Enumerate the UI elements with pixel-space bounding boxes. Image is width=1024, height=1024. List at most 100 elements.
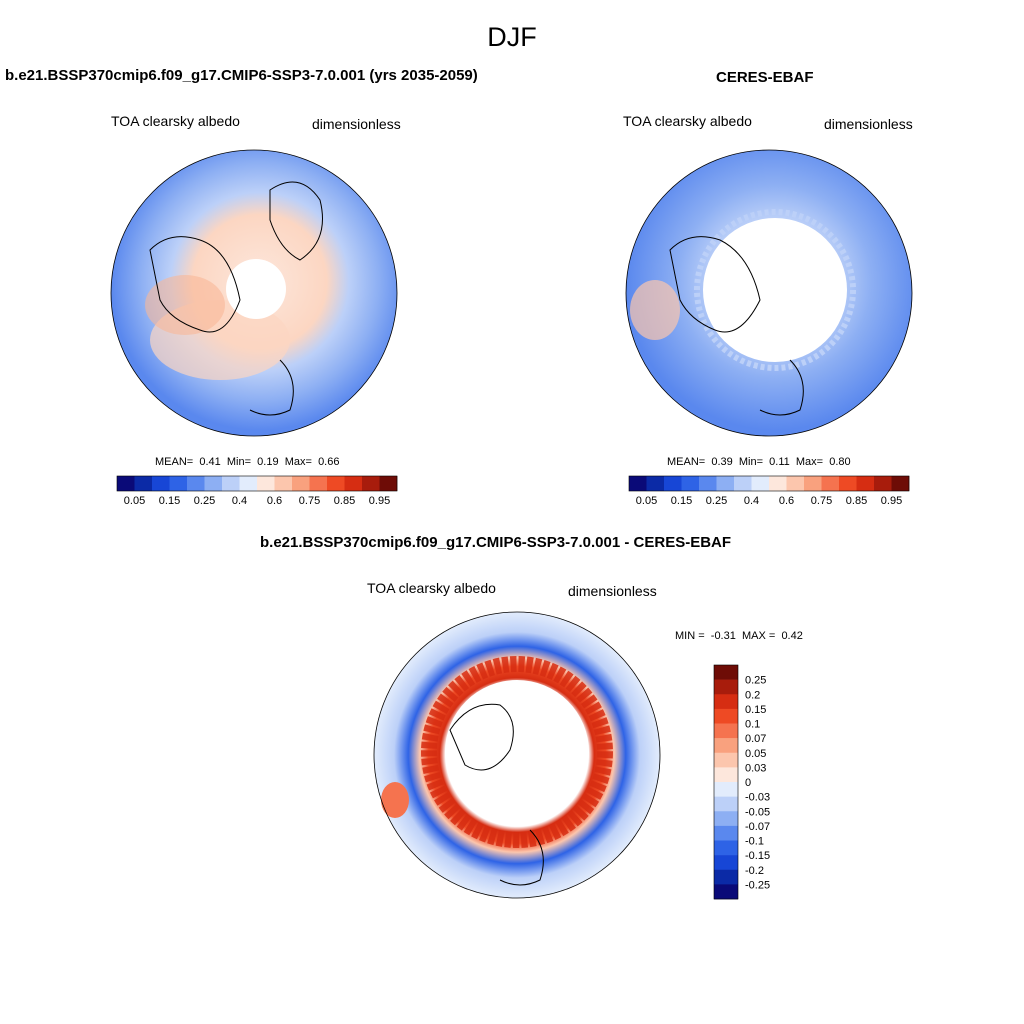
panel3-map-border <box>373 611 661 899</box>
panel1-title: b.e21.BSSP370cmip6.f09_g17.CMIP6-SSP3-7.… <box>5 67 478 84</box>
panel1-map-border <box>110 149 398 437</box>
colorbar-swatch <box>117 476 135 491</box>
panel1-colorbar: 0.05 0.15 0.25 0.4 0.6 0.75 0.85 0.95 <box>116 475 398 507</box>
panel2-title: CERES-EBAF <box>716 69 814 86</box>
panel3-polar-gap <box>445 680 589 824</box>
colorbar-tick-label: -0.1 <box>745 836 764 848</box>
colorbar-swatch <box>629 476 647 491</box>
colorbar-swatch <box>716 476 735 491</box>
colorbar-tick-label: -0.2 <box>745 865 764 877</box>
panel1-field-patch <box>145 275 225 335</box>
colorbar-swatch <box>204 476 223 491</box>
panel2-polar-gap <box>703 218 847 362</box>
colorbar-tick-label: 0.25 <box>194 495 215 507</box>
colorbar-swatch <box>714 723 738 739</box>
panel3-stats: MIN = -0.31 MAX = 0.42 <box>675 630 803 642</box>
panel2-stats: MEAN= 0.39 Min= 0.11 Max= 0.80 <box>667 456 851 468</box>
panel2-variable: TOA clearsky albedo <box>623 113 752 129</box>
colorbar-swatch <box>239 476 258 491</box>
colorbar-swatch <box>714 884 738 900</box>
colorbar-swatch <box>344 476 363 491</box>
colorbar-swatch <box>714 738 738 754</box>
colorbar-tick-label: 0.95 <box>369 495 390 507</box>
colorbar-swatch <box>714 752 738 768</box>
panel2-colorbar: 0.05 0.15 0.25 0.4 0.6 0.75 0.85 0.95 <box>628 475 910 507</box>
panel3-field-patch <box>381 782 409 818</box>
colorbar-swatch <box>257 476 275 491</box>
colorbar-tick-label: -0.03 <box>745 792 770 804</box>
panel1-variable: TOA clearsky albedo <box>111 113 240 129</box>
panel2-units: dimensionless <box>824 116 913 132</box>
panel1-coastline <box>249 359 294 416</box>
colorbar-tick-label: 0.4 <box>744 495 759 507</box>
panel1-stats: MEAN= 0.41 Min= 0.19 Max= 0.66 <box>155 456 340 468</box>
colorbar-swatch <box>292 476 310 491</box>
colorbar-tick-label: 0.2 <box>745 689 760 701</box>
colorbar-tick-label: 0.15 <box>745 704 766 716</box>
colorbar-swatch <box>222 476 240 491</box>
colorbar-swatch <box>379 476 398 491</box>
colorbar-swatch <box>734 476 752 491</box>
colorbar-swatch <box>769 476 787 491</box>
colorbar-frame <box>713 664 739 900</box>
colorbar-swatch <box>856 476 875 491</box>
panel2-map-border <box>625 149 913 437</box>
panel2-map <box>625 149 913 437</box>
colorbar-swatch <box>681 476 700 491</box>
colorbar-tick-label: 0 <box>745 777 751 789</box>
colorbar-tick-label: 0.25 <box>706 495 727 507</box>
colorbar-swatch <box>874 476 892 491</box>
colorbar-tick-label: 0.15 <box>671 495 692 507</box>
colorbar-swatch <box>274 476 293 491</box>
colorbar-tick-label: 0.03 <box>745 762 766 774</box>
colorbar-tick-label: 0.25 <box>745 675 766 687</box>
colorbar-tick-label: -0.25 <box>745 879 770 891</box>
colorbar-tick-label: -0.15 <box>745 850 770 862</box>
colorbar-swatch <box>714 679 738 695</box>
colorbar-tick-label: 0.6 <box>779 495 794 507</box>
panel2-field-patch <box>630 280 680 340</box>
colorbar-swatch <box>169 476 188 491</box>
panel3-variable: TOA clearsky albedo <box>367 580 496 596</box>
panel2-coastline <box>669 236 761 333</box>
colorbar-swatch <box>839 476 857 491</box>
colorbar-swatch <box>714 796 738 812</box>
colorbar-swatch <box>714 869 738 885</box>
colorbar-tick-label: 0.15 <box>159 495 180 507</box>
panel3-units: dimensionless <box>568 583 657 599</box>
panel3-title: b.e21.BSSP370cmip6.f09_g17.CMIP6-SSP3-7.… <box>260 534 732 551</box>
panel2-coastline <box>759 359 804 416</box>
colorbar-tick-label: 0.05 <box>745 748 766 760</box>
colorbar-tick-label: 0.1 <box>745 719 760 731</box>
colorbar-tick-label: -0.07 <box>745 821 770 833</box>
panel3-coastline <box>499 829 544 886</box>
colorbar-swatch <box>714 767 738 783</box>
colorbar-swatch <box>664 476 682 491</box>
colorbar-swatch <box>714 665 738 680</box>
colorbar-tick-label: 0.75 <box>299 495 320 507</box>
colorbar-swatch <box>327 476 345 491</box>
colorbar-swatch <box>714 855 738 871</box>
colorbar-tick-label: -0.05 <box>745 806 770 818</box>
colorbar-swatch <box>821 476 840 491</box>
colorbar-swatch <box>714 782 738 797</box>
colorbar-swatch <box>714 708 738 724</box>
colorbar-swatch <box>362 476 380 491</box>
panel1-polar-gap <box>226 259 286 319</box>
colorbar-swatch <box>714 840 738 856</box>
colorbar-tick-label: 0.85 <box>846 495 867 507</box>
colorbar-tick-label: 0.4 <box>232 495 247 507</box>
colorbar-swatch <box>152 476 170 491</box>
panel1-units: dimensionless <box>312 116 401 132</box>
colorbar-swatch <box>786 476 805 491</box>
colorbar-swatch <box>804 476 822 491</box>
colorbar-tick-label: 0.95 <box>881 495 902 507</box>
colorbar-swatch <box>699 476 717 491</box>
colorbar-swatch <box>187 476 205 491</box>
panel3-coastline <box>449 703 514 771</box>
colorbar-swatch <box>891 476 910 491</box>
colorbar-frame <box>628 475 910 492</box>
colorbar-tick-label: 0.75 <box>811 495 832 507</box>
colorbar-swatch <box>714 694 738 710</box>
